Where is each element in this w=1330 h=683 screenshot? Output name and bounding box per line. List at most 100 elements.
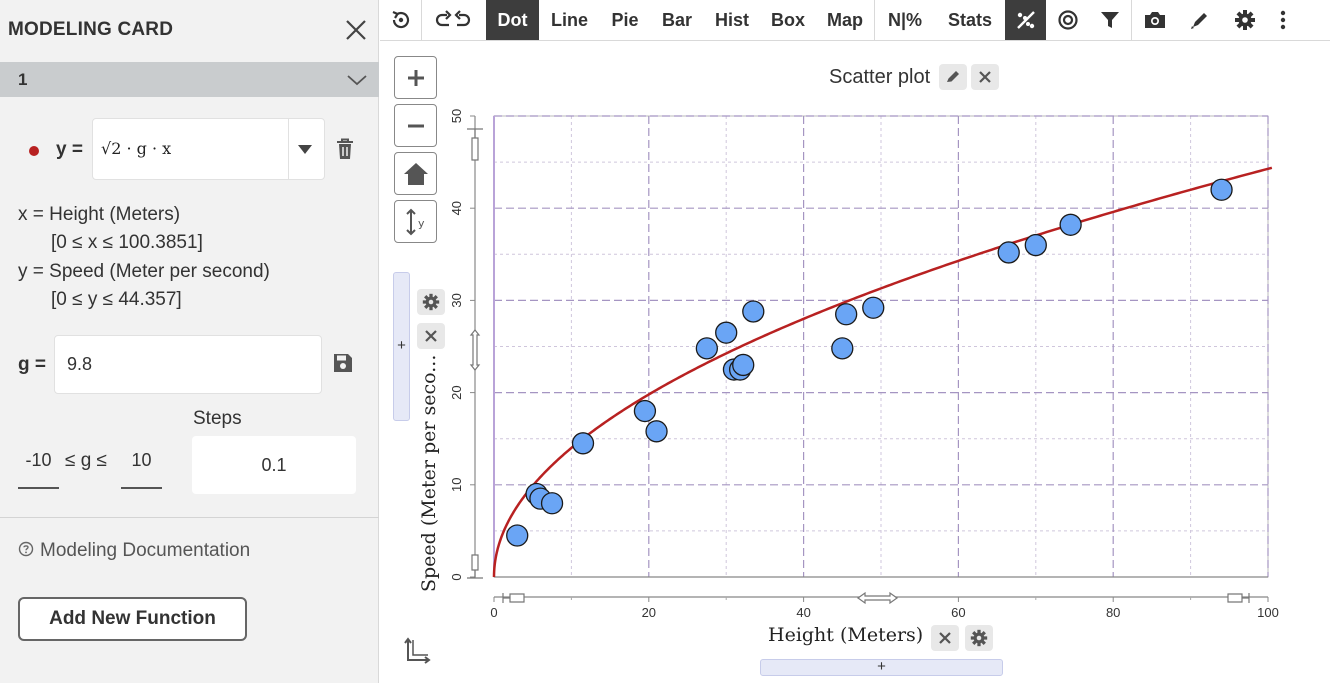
param-g-input[interactable]: 9.8: [54, 335, 322, 394]
x-axis-settings-button[interactable]: [965, 625, 993, 651]
plot-type-bar[interactable]: Bar: [661, 10, 692, 30]
screenshot-button[interactable]: [1132, 0, 1177, 40]
target-icon: [1057, 10, 1078, 30]
param-min-input[interactable]: -10: [18, 447, 59, 489]
data-point[interactable]: [997, 241, 1020, 264]
add-new-function-button[interactable]: Add New Function: [18, 597, 247, 641]
toolbar-separator: [421, 0, 422, 40]
trash-icon[interactable]: [334, 137, 356, 161]
function-y-label: y =: [56, 139, 83, 160]
close-icon: [979, 71, 991, 83]
data-point[interactable]: [1059, 213, 1082, 236]
gear-icon: [970, 629, 988, 647]
plot-type-pie[interactable]: Pie: [611, 10, 639, 30]
y-axis-settings-button[interactable]: [417, 289, 445, 315]
function-section-header[interactable]: 1: [0, 62, 379, 97]
plus-icon: [407, 69, 424, 86]
x-variable-desc: x = Height (Meters): [18, 204, 181, 225]
save-icon[interactable]: [332, 352, 354, 374]
edit-title-button[interactable]: [939, 64, 967, 90]
scatter-plot-chart[interactable]: 0 20 40 60 80 100 0 10 20 30 40 50: [440, 100, 1290, 630]
x-tick-label: 20: [642, 605, 656, 620]
target-button[interactable]: [1047, 0, 1088, 40]
y-attribute-drop-zone[interactable]: +: [393, 272, 410, 421]
close-icon[interactable]: [343, 17, 369, 43]
plot-type-hist[interactable]: Hist: [714, 10, 749, 30]
modeling-documentation-label: Modeling Documentation: [40, 540, 251, 561]
swap-axes-icon[interactable]: [402, 636, 432, 666]
steps-label: Steps: [193, 408, 242, 429]
home-icon: [403, 162, 428, 185]
steps-input[interactable]: 0.1: [192, 436, 356, 494]
y-min-handle[interactable]: [467, 554, 483, 579]
x-min-handle[interactable]: [502, 593, 525, 603]
plot-title[interactable]: Scatter plot: [829, 66, 931, 88]
gear-icon: [1234, 10, 1255, 30]
pencil-icon: [947, 71, 959, 82]
modeling-card-panel: MODELING CARD 1 y = √2 · g · x x = Heigh…: [0, 0, 379, 683]
model-button[interactable]: [1005, 0, 1046, 40]
hide-title-button[interactable]: [971, 64, 999, 90]
y-max-handle[interactable]: [467, 128, 483, 161]
x-max-handle[interactable]: [1227, 593, 1250, 603]
zoom-out-button[interactable]: [394, 104, 437, 147]
data-point[interactable]: [571, 432, 595, 455]
x-tick-label: 80: [1106, 605, 1120, 620]
x-tick-label: 60: [951, 605, 965, 620]
function-expression-field[interactable]: √2 · g · x: [92, 118, 325, 180]
undo-redo-button[interactable]: [422, 0, 485, 40]
plot-type-dot[interactable]: Dot: [486, 0, 539, 40]
x-translate-handle[interactable]: [856, 591, 899, 605]
field-divider: [288, 119, 289, 179]
remove-x-attribute-button[interactable]: [931, 625, 959, 651]
data-point[interactable]: [1024, 233, 1047, 257]
data-point[interactable]: [742, 300, 765, 323]
plot-type-line[interactable]: Line: [550, 10, 588, 30]
x-axis-label[interactable]: Height (Meters): [768, 624, 924, 646]
gear-icon: [422, 293, 440, 311]
settings-button[interactable]: [1222, 0, 1267, 40]
x-attribute-drop-zone[interactable]: +: [760, 659, 1003, 676]
x-tick-label: 0: [490, 605, 497, 620]
data-point[interactable]: [831, 337, 854, 360]
draw-button[interactable]: [1177, 0, 1222, 40]
home-button[interactable]: [394, 152, 437, 195]
chevron-down-icon[interactable]: [346, 72, 368, 88]
y-variable-desc: y = Speed (Meter per second): [18, 261, 270, 282]
more-options-button[interactable]: [1267, 0, 1299, 40]
param-g-label: g =: [18, 354, 46, 375]
data-point[interactable]: [862, 296, 885, 319]
rescale-y-button[interactable]: y: [394, 200, 437, 243]
data-point[interactable]: [835, 303, 858, 326]
plot-type-map[interactable]: Map: [827, 10, 863, 30]
data-point[interactable]: [633, 399, 657, 423]
y-translate-handle[interactable]: [469, 329, 481, 371]
plot-type-box[interactable]: Box: [770, 10, 805, 30]
data-point[interactable]: [695, 337, 719, 360]
y-axis-label[interactable]: Speed (Meter per seco...: [418, 354, 440, 592]
reset-view-button[interactable]: [380, 0, 421, 40]
rotate-reset-icon: [392, 10, 409, 29]
remove-y-attribute-button[interactable]: [417, 323, 445, 349]
count-percent-button[interactable]: N|%: [887, 10, 923, 30]
data-point[interactable]: [732, 353, 755, 377]
close-icon: [939, 632, 951, 644]
minus-icon: [407, 124, 424, 127]
data-point[interactable]: [506, 524, 529, 547]
stats-button[interactable]: Stats: [947, 10, 992, 30]
function-expression[interactable]: √2 · g · x: [101, 139, 172, 158]
dropdown-arrow-icon[interactable]: [297, 143, 313, 155]
toolbar-separator: [1131, 0, 1132, 40]
zoom-in-button[interactable]: [394, 56, 437, 99]
filter-button[interactable]: [1089, 0, 1130, 40]
model-fit-icon: [1016, 11, 1035, 29]
data-point[interactable]: [715, 321, 738, 344]
more-vertical-icon: [1280, 10, 1286, 30]
data-point[interactable]: [540, 492, 564, 515]
data-point[interactable]: [645, 420, 668, 443]
modeling-documentation-link[interactable]: Modeling Documentation: [18, 540, 250, 562]
data-point[interactable]: [1210, 178, 1233, 201]
param-max-input[interactable]: 10: [121, 447, 162, 489]
camera-icon: [1144, 12, 1165, 28]
y-tick-label: 50: [449, 109, 464, 123]
